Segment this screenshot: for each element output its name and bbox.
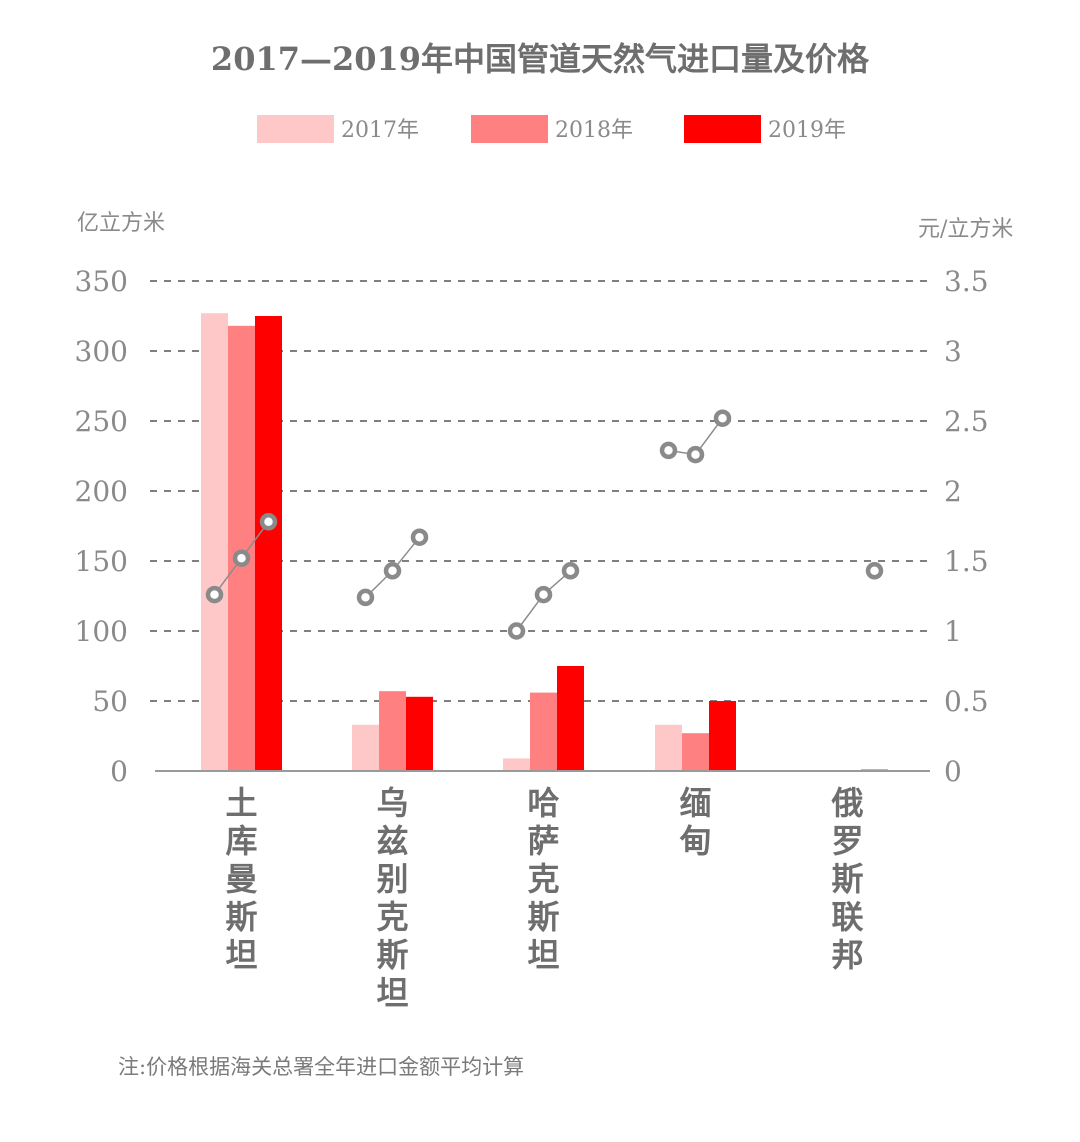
price-point <box>561 562 580 580</box>
price-point <box>713 409 732 427</box>
right-tick-label: 1 <box>944 615 962 648</box>
legend-label-2: 2018年 <box>555 118 633 143</box>
category-labels: 土库曼斯坦 乌兹别克斯坦 哈萨克斯坦 缅甸 俄罗斯联邦 <box>225 784 863 1012</box>
right-tick-label: 3.5 <box>944 265 989 298</box>
category-label-4: 缅甸 <box>679 784 711 860</box>
bar-1-2017年 <box>201 313 228 771</box>
price-point <box>659 441 678 460</box>
left-axis-unit: 亿立方米 <box>77 211 165 236</box>
right-tick-label: 2 <box>944 475 962 508</box>
price-point <box>259 513 278 531</box>
right-axis-ticks: 0 0.5 1 1.5 2 2.5 3 3.5 <box>944 265 989 788</box>
legend-swatch-1 <box>257 115 334 143</box>
left-tick-label: 300 <box>75 335 128 368</box>
category-label-1: 土库曼斯坦 <box>225 784 257 974</box>
bar-1-2019年 <box>255 316 282 771</box>
price-point <box>410 528 429 546</box>
price-point <box>383 562 402 580</box>
left-tick-label: 0 <box>110 755 128 788</box>
price-point <box>865 562 884 580</box>
bar-3-2018年 <box>530 692 557 771</box>
price-point <box>507 622 526 640</box>
bar-3-2017年 <box>503 758 530 771</box>
bar-1-2018年 <box>228 325 255 771</box>
legend: 2017年 2018年 2019年 <box>257 115 846 143</box>
price-point <box>356 588 375 607</box>
bar-2-2019年 <box>406 696 433 771</box>
left-tick-label: 100 <box>75 615 128 648</box>
price-point <box>686 445 705 464</box>
right-tick-label: 0.5 <box>944 685 989 718</box>
right-tick-label: 0 <box>944 755 962 788</box>
legend-swatch-2 <box>471 115 548 143</box>
legend-label-3: 2019年 <box>768 118 846 143</box>
left-axis-ticks: 0 50 100 150 200 250 300 350 <box>75 265 128 788</box>
price-markers <box>205 409 884 640</box>
footnote: 注:价格根据海关总署全年进口金额平均计算 <box>118 1055 524 1079</box>
bar-2-2017年 <box>352 724 379 771</box>
left-tick-label: 200 <box>75 475 128 508</box>
category-label-2: 乌兹别克斯坦 <box>376 784 408 1012</box>
price-point <box>205 585 224 604</box>
right-tick-label: 1.5 <box>944 545 989 578</box>
right-tick-label: 3 <box>944 335 962 368</box>
bars <box>201 313 888 771</box>
right-axis-unit: 元/立方米 <box>918 217 1013 242</box>
left-tick-label: 150 <box>75 545 128 578</box>
legend-label-1: 2017年 <box>341 118 419 143</box>
chart-title: 2017—2019年中国管道天然气进口量及价格 <box>211 40 870 78</box>
bar-4-2018年 <box>682 733 709 771</box>
left-tick-label: 250 <box>75 405 128 438</box>
category-label-3: 哈萨克斯坦 <box>527 784 559 974</box>
right-tick-label: 2.5 <box>944 405 989 438</box>
bar-4-2019年 <box>709 701 736 771</box>
bar-4-2017年 <box>655 724 682 771</box>
price-point <box>232 549 251 567</box>
bar-2-2018年 <box>379 691 406 771</box>
left-tick-label: 350 <box>75 265 128 298</box>
left-tick-label: 50 <box>92 685 128 718</box>
bar-3-2019年 <box>557 666 584 771</box>
legend-swatch-3 <box>684 115 761 143</box>
category-label-5: 俄罗斯联邦 <box>830 784 863 974</box>
price-point <box>534 585 553 604</box>
